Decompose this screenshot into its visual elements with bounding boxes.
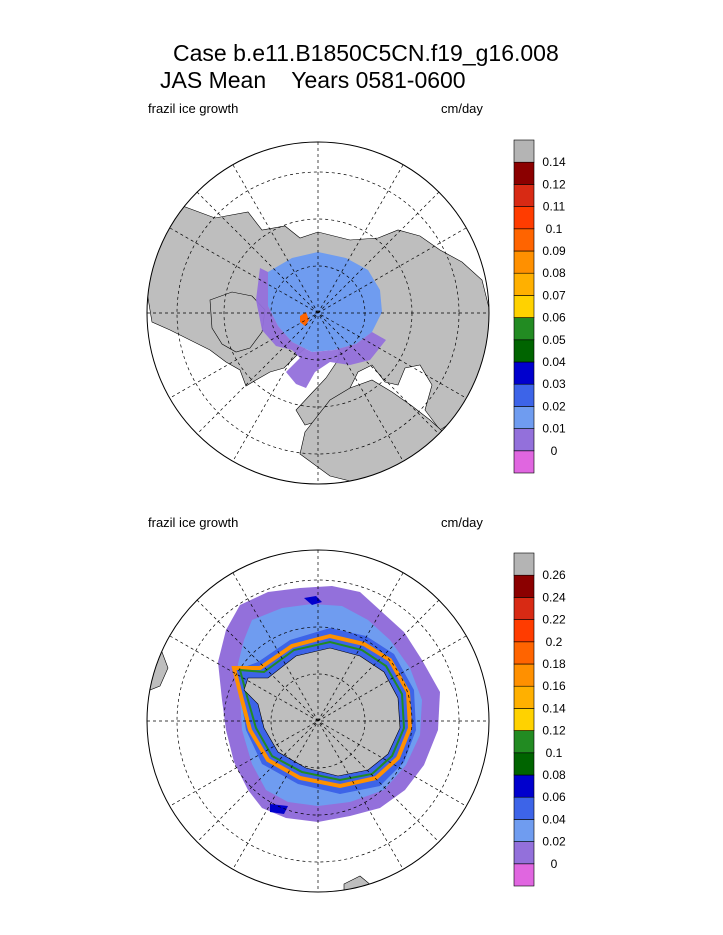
colorbar-box (513, 428, 535, 452)
colorbar-box (513, 708, 535, 731)
colorbar-tick-label: 0.08 (542, 768, 566, 782)
colorbar-tick-label: 0.03 (542, 377, 566, 391)
south-frazil-spot2 (270, 804, 288, 814)
south-units-label: cm/day (441, 515, 483, 530)
colorbar-tick-label: 0.07 (542, 288, 566, 302)
colorbar-tick-label: 0.26 (542, 568, 566, 582)
colorbar-tick-label: 0 (551, 444, 558, 458)
south-frazil-coast-inner (238, 640, 406, 782)
colorbar-tick-label: 0.05 (542, 333, 566, 347)
north-graticule (147, 142, 489, 484)
colorbar-tick-label: 0.04 (542, 355, 566, 369)
colorbar-box (513, 574, 535, 598)
colorbar-tick-label: 0.11 (543, 200, 566, 214)
colorbar-box (513, 863, 535, 887)
colorbar-box (513, 752, 535, 776)
colorbar-tick-label: 0.08 (542, 266, 566, 280)
colorbar-box (513, 272, 535, 296)
south-land-antarctica (243, 647, 401, 777)
colorbar-box (513, 685, 535, 709)
colorbar-box (513, 361, 535, 385)
colorbar-box (513, 228, 535, 252)
colorbar-box (513, 383, 535, 407)
colorbar-tick-label: 0.16 (542, 679, 566, 693)
colorbar-box (513, 774, 535, 798)
north-frazil-basin (268, 252, 382, 352)
north-field-label: frazil ice growth (148, 101, 239, 116)
colorbar-box (513, 317, 535, 341)
colorbar-tick-label: 0.06 (542, 790, 566, 804)
south-graticule (147, 550, 489, 892)
colorbar-box (513, 450, 535, 474)
south-colorbar: 0 0.02 0.04 0.06 0.08 0.1 0.12 0.14 0.16 0.18 0.2 0… (513, 552, 566, 887)
colorbar-box (513, 819, 535, 842)
colorbar-tick-label: 0.18 (542, 657, 566, 671)
colorbar-box (513, 641, 535, 665)
colorbar-tick-label: 0.22 (542, 613, 566, 627)
colorbar-tick-label: 0 (551, 857, 558, 871)
plot-title-line2: JAS Mean Years 0581-0600 (160, 67, 466, 93)
north-frazil-hotspot (300, 312, 309, 326)
south-field-label: frazil ice growth (148, 515, 239, 530)
colorbar-tick-label: 0.01 (542, 422, 566, 436)
colorbar-box (513, 184, 535, 207)
colorbar-tick-label: 0.24 (542, 590, 566, 604)
south-polar-map (146, 549, 490, 893)
colorbar-tick-label: 0.04 (542, 812, 566, 826)
colorbar-tick-label: 0.02 (542, 399, 566, 413)
south-map-border (146, 549, 490, 893)
colorbar-box (513, 161, 535, 185)
north-land-greenland (209, 291, 266, 353)
south-frazil-coast (231, 633, 413, 789)
colorbar-tick-label: 0.09 (542, 244, 566, 258)
colorbar-box (513, 619, 535, 643)
plot-title-line1: Case b.e11.B1850C5CN.f19_g16.008 (173, 40, 559, 66)
colorbar-box (513, 841, 535, 865)
colorbar-box (513, 552, 535, 576)
colorbar-tick-label: 0.1 (546, 746, 563, 760)
north-polar-map (146, 141, 490, 485)
colorbar-box (513, 339, 535, 363)
colorbar-box (513, 139, 535, 163)
colorbar-tick-label: 0.1 (546, 222, 563, 236)
north-map-border (146, 141, 490, 485)
north-frazil-fringe (256, 268, 386, 388)
colorbar-tick-label: 0.14 (542, 701, 566, 715)
colorbar-box (513, 250, 535, 274)
colorbar-tick-label: 0.06 (542, 311, 566, 325)
colorbar-box (513, 206, 535, 230)
colorbar-box (513, 796, 535, 820)
colorbar-box (513, 730, 535, 754)
colorbar-box (513, 406, 535, 429)
north-colorbar: 0 0.01 0.02 0.03 0.04 0.05 0.06 0.07 0.08 0.09 0.1… (513, 139, 566, 474)
colorbar-box (513, 295, 535, 318)
colorbar-box (513, 597, 535, 620)
colorbar-tick-label: 0.02 (542, 835, 566, 849)
colorbar-box (513, 663, 535, 687)
colorbar-tick-label: 0.14 (542, 155, 566, 169)
colorbar-tick-label: 0.12 (542, 177, 566, 191)
south-frazil-spot (304, 596, 322, 605)
colorbar-tick-label: 0.12 (542, 724, 566, 738)
colorbar-tick-label: 0.2 (546, 635, 563, 649)
north-units-label: cm/day (441, 101, 483, 116)
